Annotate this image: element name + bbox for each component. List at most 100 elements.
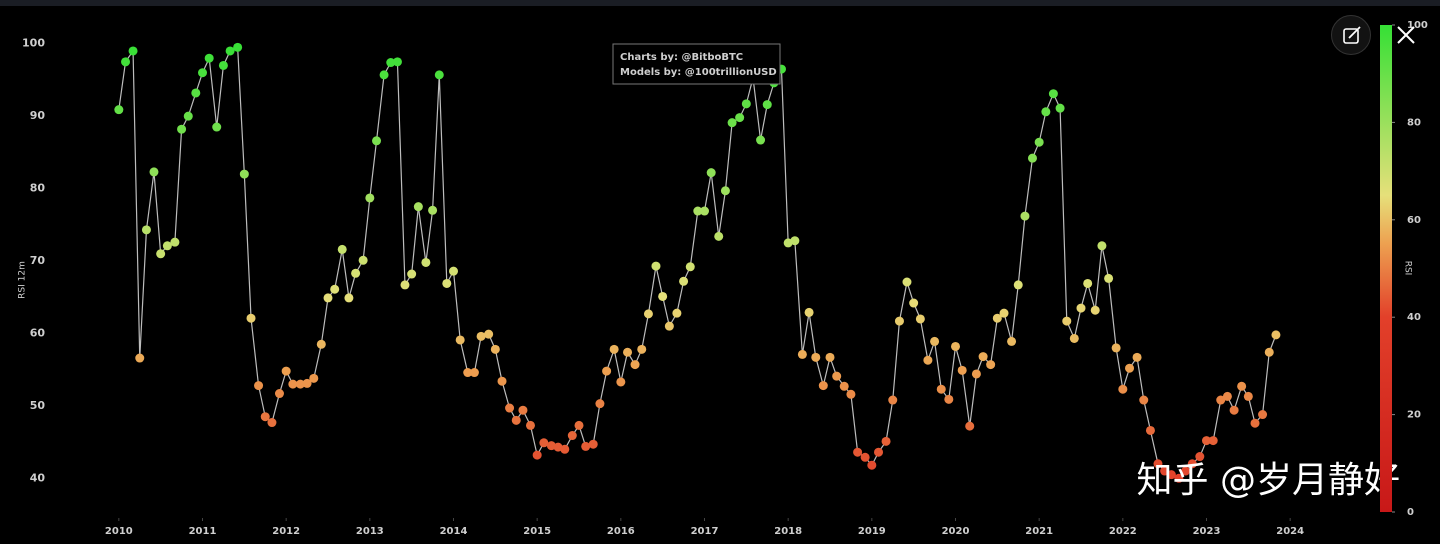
rsi-point (1145, 425, 1155, 435)
rsi-point (218, 60, 228, 70)
rsi-point (463, 368, 473, 378)
rsi-point (1166, 470, 1176, 480)
rsi-point (546, 441, 556, 451)
rsi-point (212, 122, 222, 132)
y-tick-label: 60 (30, 326, 46, 339)
rsi-point (141, 225, 151, 235)
colorbar-tick-label: 60 (1407, 215, 1421, 226)
colorbar-label: RSI (1403, 261, 1413, 276)
rsi-point (1222, 391, 1232, 401)
x-tick-label: 2021 (1025, 526, 1053, 537)
rsi-point (254, 381, 264, 391)
rsi-point (685, 262, 695, 272)
rsi-point (490, 344, 500, 354)
rsi-point (1181, 466, 1191, 476)
rsi-point (902, 277, 912, 287)
rsi-point (839, 381, 849, 391)
rsi-point (114, 105, 124, 115)
rsi-point (735, 113, 745, 123)
close-button[interactable] (1386, 15, 1426, 55)
top-band (0, 0, 1440, 6)
annotation-line: Charts by: @BitboBTC (620, 52, 743, 63)
rsi-point (1090, 305, 1100, 315)
rsi-point (1139, 395, 1149, 405)
rsi-point (309, 373, 319, 383)
rsi-point (867, 460, 877, 470)
rsi-point (239, 169, 249, 179)
rsi-point (965, 421, 975, 431)
x-tick-label: 2013 (356, 526, 384, 537)
rsi-point (177, 124, 187, 134)
edit-button[interactable] (1331, 15, 1371, 55)
rsi-point (413, 202, 423, 212)
rsi-point (358, 255, 368, 265)
rsi-point (818, 381, 828, 391)
rsi-point (1076, 303, 1086, 313)
rsi-point (392, 57, 402, 67)
rsi-point (672, 308, 682, 318)
rsi-point (1083, 278, 1093, 288)
x-tick-label: 2012 (272, 526, 300, 537)
rsi-point (643, 309, 653, 319)
rsi-point (225, 46, 235, 56)
x-tick-label: 2019 (858, 526, 886, 537)
rsi-point (860, 452, 870, 462)
rsi-point (1132, 352, 1142, 362)
rsi-point (923, 355, 933, 365)
rsi-point (344, 293, 354, 303)
rsi-point (288, 379, 298, 389)
rsi-point (1020, 211, 1030, 221)
rsi-point (191, 88, 201, 98)
rsi-point (379, 70, 389, 80)
rsi-point (1055, 103, 1065, 113)
rsi-point (1153, 459, 1163, 469)
annotation-box (612, 43, 781, 85)
rsi-line (118, 46, 1277, 480)
rsi-point (637, 344, 647, 354)
edit-icon (1343, 26, 1361, 44)
rsi-point (1258, 410, 1268, 420)
rsi-point (1237, 381, 1247, 391)
rsi-point (316, 339, 326, 349)
rsi-point (428, 205, 438, 215)
rsi-point (351, 268, 361, 278)
rsi-point (539, 438, 549, 448)
colorbar-tick-label: 100 (1407, 20, 1428, 31)
rsi-point (651, 261, 661, 271)
rsi-point (999, 308, 1009, 318)
y-tick-label: 50 (30, 399, 46, 412)
rsi-point (609, 344, 619, 354)
rsi-point (832, 371, 842, 381)
rsi-point (756, 135, 766, 145)
y-tick-label: 90 (30, 109, 46, 122)
rsi-point (630, 360, 640, 370)
rsi-point (1208, 436, 1218, 446)
rsi-point (1048, 89, 1058, 99)
colorbar-tick-label: 80 (1407, 117, 1421, 128)
rsi-point (434, 70, 444, 80)
rsi-point (846, 389, 856, 399)
rsi-point (246, 313, 256, 323)
rsi-point (811, 352, 821, 362)
rsi-point (337, 244, 347, 254)
rsi-point (1041, 107, 1051, 117)
rsi-point (797, 349, 807, 359)
rsi-point (1007, 336, 1017, 346)
rsi-point (505, 403, 515, 413)
rsi-point (930, 336, 940, 346)
colorbar (1380, 25, 1392, 512)
rsi-point (679, 276, 689, 286)
rsi-point (281, 366, 291, 376)
rsi-point (1243, 391, 1253, 401)
y-tick-label: 40 (30, 471, 46, 484)
rsi-point (581, 441, 591, 451)
colorbar-tick-label: 20 (1407, 410, 1421, 421)
rsi-point (198, 68, 207, 78)
rsi-point (741, 99, 751, 109)
colorbar-tick-label: 40 (1407, 312, 1421, 323)
rsi-point (825, 352, 835, 362)
rsi-point (1264, 347, 1274, 357)
rsi-point (944, 394, 954, 404)
x-tick-label: 2014 (440, 526, 468, 537)
